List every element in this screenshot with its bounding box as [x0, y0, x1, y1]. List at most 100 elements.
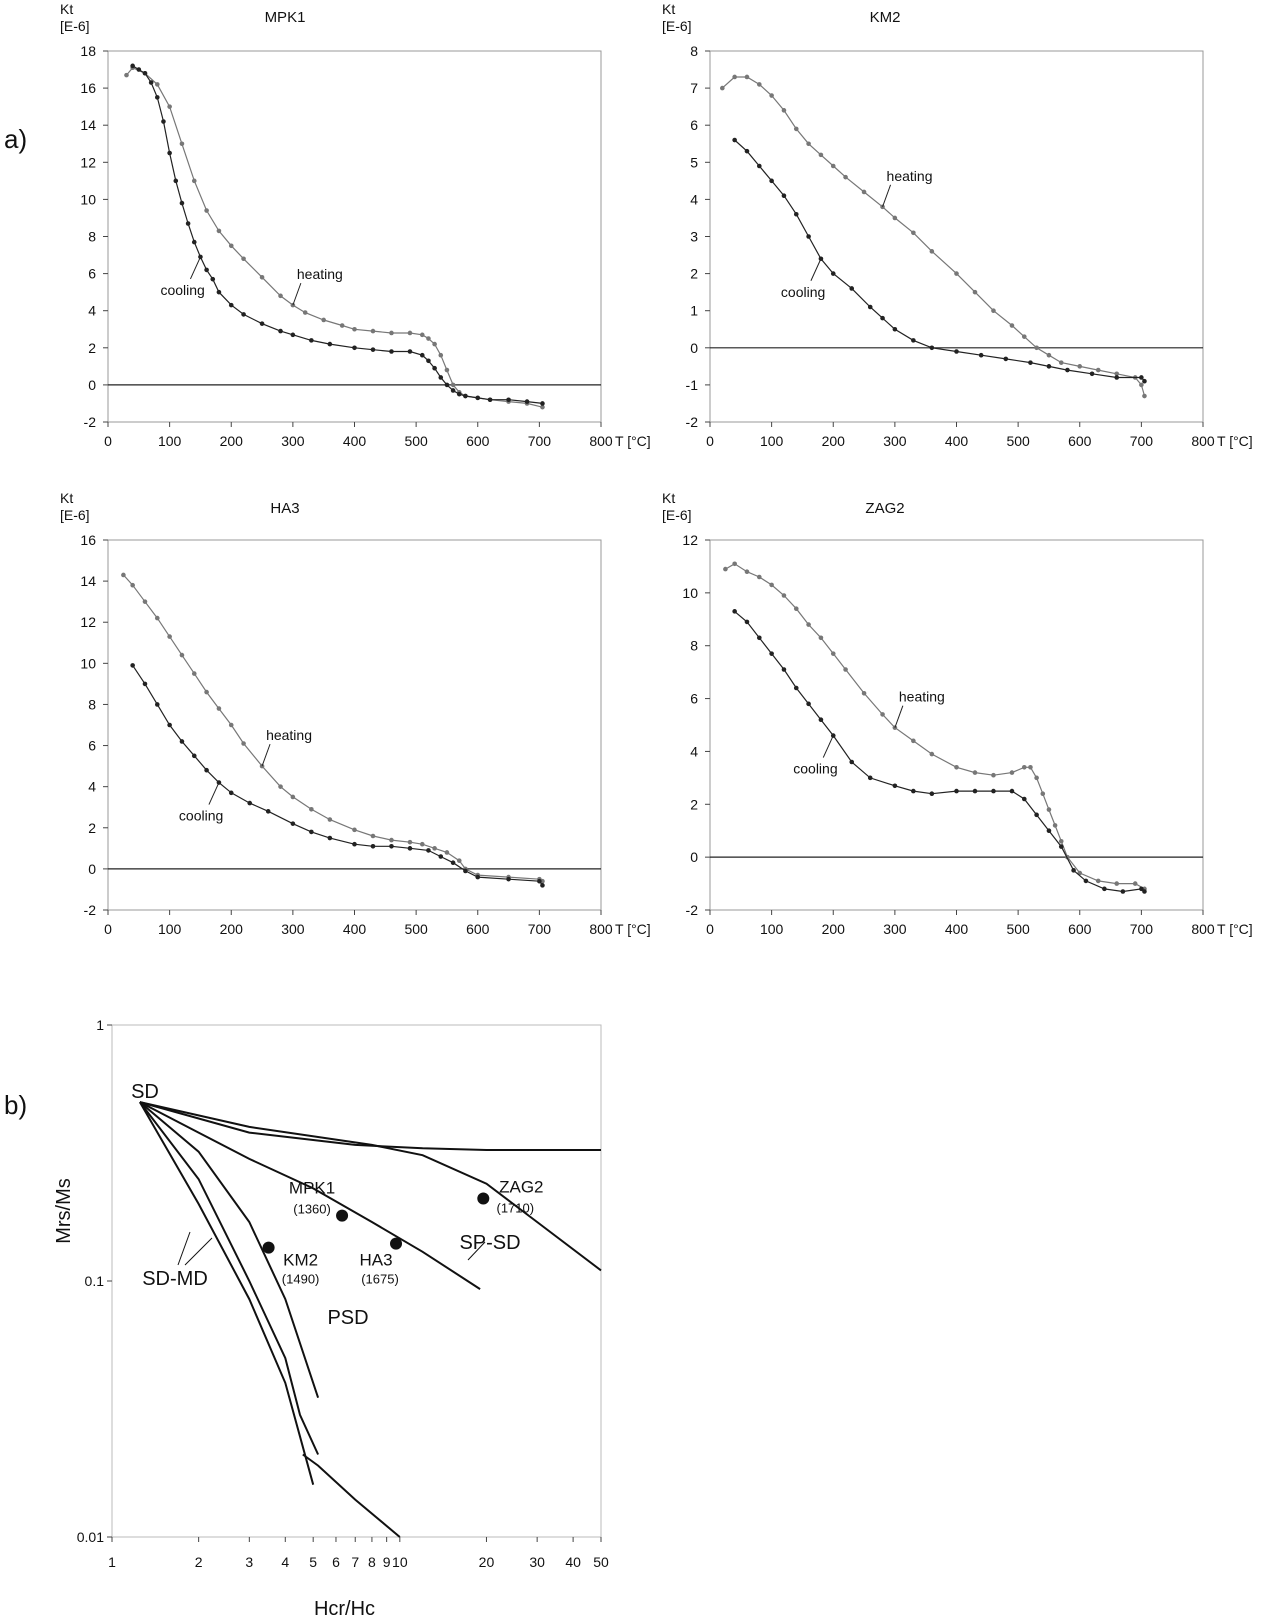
data-point-heating: [1114, 371, 1120, 377]
data-point-cooling: [1114, 375, 1120, 380]
region-label-psd: PSD: [327, 1307, 368, 1329]
data-point-cooling: [849, 286, 855, 291]
data-point-cooling: [407, 349, 413, 354]
data-point-heating: [1095, 878, 1101, 884]
data-point-heating: [191, 178, 197, 184]
boundary-curve: [139, 1101, 602, 1272]
x-tick-label: 8: [368, 1554, 376, 1570]
y-tick-label: 0.1: [85, 1273, 105, 1289]
data-point-cooling: [991, 788, 996, 794]
data-point-heating: [732, 561, 737, 567]
data-point-heating: [793, 606, 799, 612]
y-tick-label: 1: [690, 303, 698, 319]
x-tick-label: 0: [706, 921, 714, 937]
data-point-heating: [352, 326, 357, 332]
chart-title: HA3: [270, 500, 299, 517]
data-point-heating: [124, 72, 129, 78]
data-point-cooling: [487, 397, 493, 403]
data-point-heating: [142, 599, 148, 604]
x-tick-label: 50: [593, 1554, 609, 1570]
data-point-cooling: [389, 349, 394, 354]
data-point-heating: [972, 770, 978, 775]
data-point-heating: [929, 751, 935, 757]
day-plot: 0.01 0.1 1 1 2 3 4 5 6 7 8 9 10 20 30 40 50 Hcr/Hc Mrs/Ms S…: [53, 1017, 609, 1620]
y-tick-label: 4: [88, 303, 96, 319]
data-point-cooling: [972, 788, 978, 794]
x-tick-label: 5: [309, 1554, 317, 1570]
data-point-cooling: [309, 338, 314, 343]
data-point-heating: [757, 574, 762, 580]
data-point-cooling: [830, 271, 836, 276]
data-point-cooling: [867, 775, 873, 781]
data-point-heating: [302, 310, 308, 315]
data-point-cooling: [781, 667, 787, 672]
x-tick-label: 1: [108, 1554, 116, 1570]
x-tick-label: 500: [404, 921, 428, 937]
data-point-cooling: [1089, 371, 1095, 377]
data-point-cooling: [259, 321, 265, 326]
x-tick-label: 200: [822, 921, 846, 937]
series-line-cooling: [132, 65, 543, 404]
x-tick-label: 20: [479, 1554, 495, 1570]
data-point-cooling: [954, 788, 959, 794]
data-point-cooling: [155, 702, 160, 707]
data-point-heating: [1046, 807, 1052, 812]
data-point-heating: [1009, 323, 1015, 328]
y-tick-label: -1: [686, 377, 699, 393]
data-point-cooling: [1142, 889, 1147, 894]
sample-point-mpk1: [336, 1209, 349, 1222]
data-point-cooling: [769, 178, 774, 184]
data-point-heating: [1058, 838, 1064, 844]
data-point-heating: [278, 293, 283, 299]
x-tick-label: 400: [945, 433, 969, 449]
data-point-heating: [228, 243, 234, 249]
x-tick-label: 500: [1006, 921, 1030, 937]
data-point-heating: [861, 690, 867, 696]
y-axis-unit: [E-6]: [662, 18, 692, 34]
data-point-cooling: [228, 302, 234, 308]
heating-annotation: heating: [297, 266, 343, 282]
chart-title: ZAG2: [865, 500, 904, 517]
y-tick-label: 8: [88, 229, 96, 245]
data-point-cooling: [210, 276, 216, 282]
data-point-heating: [259, 275, 265, 280]
x-tick-label: 800: [589, 921, 613, 937]
data-point-cooling: [732, 609, 737, 614]
cooling-leader: [810, 258, 822, 281]
data-point-heating: [327, 817, 333, 822]
sample-label-zag2: ZAG2: [499, 1178, 543, 1197]
data-point-heating: [1114, 881, 1120, 886]
data-point-cooling: [540, 883, 545, 888]
x-tick-label: 800: [1191, 433, 1215, 449]
data-point-heating: [389, 330, 394, 336]
data-point-cooling: [929, 345, 935, 351]
data-point-cooling: [438, 375, 444, 380]
data-point-cooling: [419, 352, 425, 358]
data-point-cooling: [1139, 886, 1144, 892]
plot-frame: [709, 50, 1204, 423]
y-tick-label: -2: [84, 902, 97, 918]
x-tick-label: 300: [281, 921, 305, 937]
series-line-heating: [721, 76, 1146, 397]
data-point-heating: [444, 850, 450, 855]
data-point-cooling: [806, 701, 811, 707]
data-point-heating: [1028, 764, 1033, 770]
data-point-cooling: [432, 365, 437, 371]
data-point-cooling: [475, 874, 481, 880]
x-tick-label: 200: [220, 433, 244, 449]
y-tick-label: -2: [84, 414, 97, 430]
data-point-heating: [432, 846, 437, 851]
data-point-cooling: [1009, 788, 1015, 794]
y-axis-unit: [E-6]: [60, 18, 90, 34]
data-point-heating: [744, 74, 750, 80]
data-point-heating: [1058, 360, 1064, 365]
x-tick-label: 100: [760, 921, 784, 937]
data-point-cooling: [463, 868, 468, 874]
sample-value-zag2: (1710): [497, 1201, 535, 1216]
y-tick-label: 8: [690, 638, 698, 654]
data-point-heating: [1009, 770, 1015, 775]
x-tick-label: 30: [529, 1554, 545, 1570]
x-axis-label: T [°C]: [1217, 433, 1253, 449]
region-label-sd: SD: [131, 1081, 159, 1103]
x-tick-label: 2: [195, 1554, 203, 1570]
